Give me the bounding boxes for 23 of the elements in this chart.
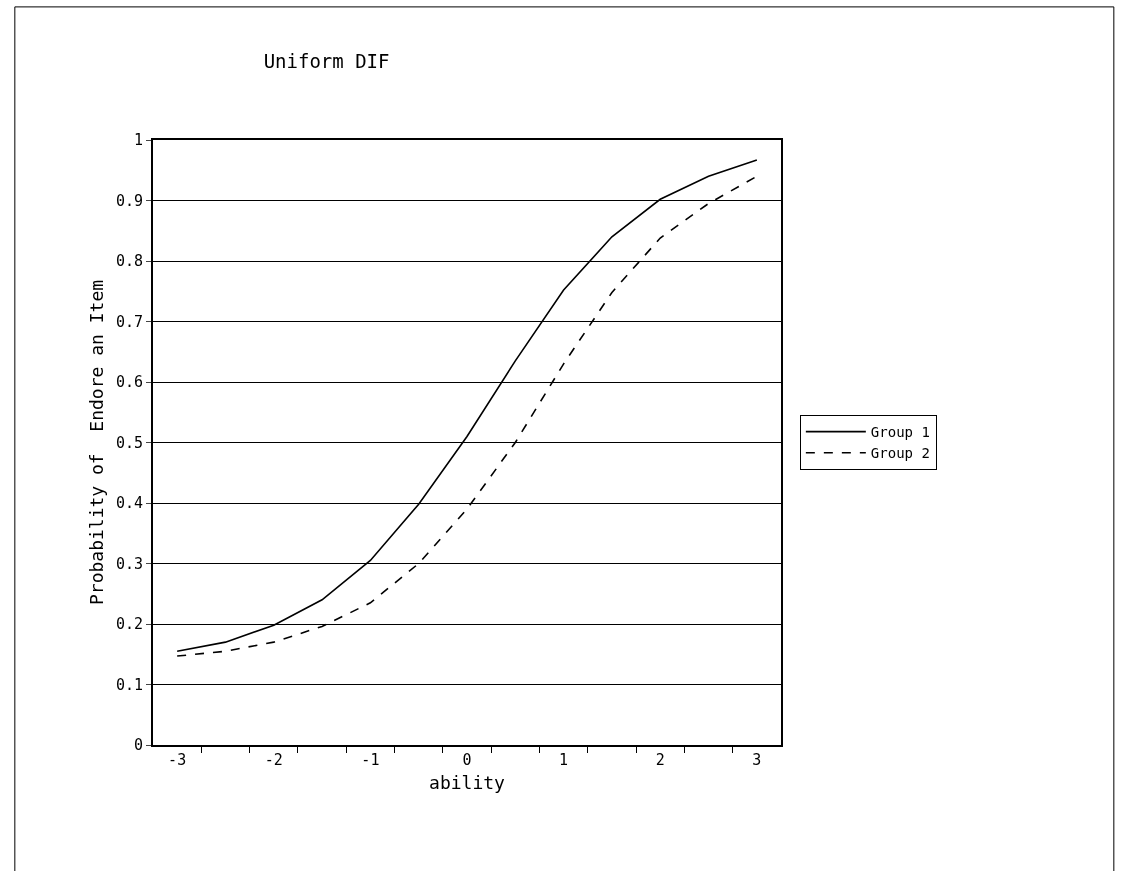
y-tick-label: 0.9	[115, 191, 143, 210]
x-tick-label: -3	[168, 751, 187, 769]
y-tick-label: 1	[133, 131, 143, 150]
x-axis-title: ability	[429, 771, 506, 793]
y-tick-label: 0.1	[115, 675, 143, 694]
y-tick-label: 0.5	[115, 433, 143, 452]
y-tick-label: 0.3	[115, 554, 143, 573]
chart-title: Uniform DIF	[263, 49, 390, 72]
legend-label: Group 2	[870, 445, 930, 462]
x-tick-label: -2	[264, 751, 283, 769]
y-tick-label: 0.8	[115, 252, 143, 271]
y-tick-label: 0	[133, 736, 143, 755]
x-tick-label: -1	[361, 751, 380, 769]
y-axis-title: Probability of Endore an Item	[85, 279, 107, 606]
x-tick-label: 3	[752, 751, 762, 769]
x-tick-label: 0	[462, 751, 472, 769]
y-tick-label: 0.4	[115, 494, 143, 513]
x-tick-label: 1	[559, 751, 569, 769]
y-tick-label: 0.7	[115, 312, 143, 331]
x-tick-label: 2	[655, 751, 665, 769]
y-tick-label: 0.6	[115, 373, 143, 392]
legend-label: Group 1	[870, 424, 930, 441]
y-tick-label: 0.2	[115, 615, 143, 634]
